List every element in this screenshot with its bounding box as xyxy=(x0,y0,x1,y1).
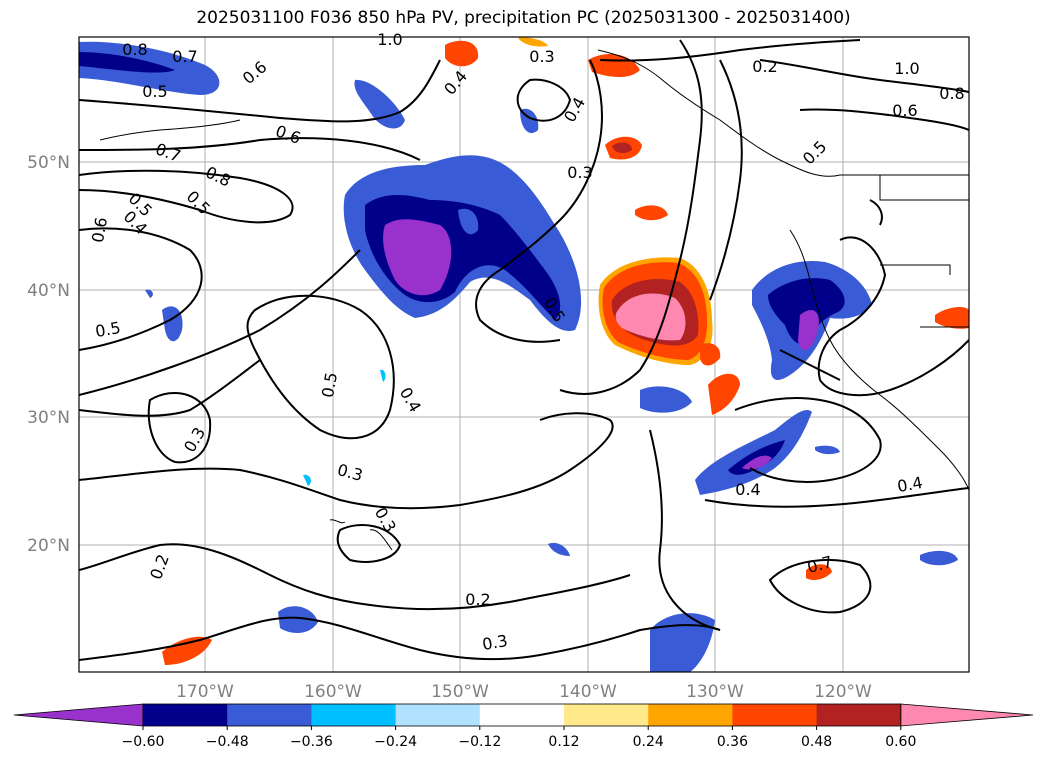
contour-label: 0.8 xyxy=(122,40,147,59)
colorbar-tick-label: 0.48 xyxy=(801,734,832,750)
precip-negative-shading xyxy=(79,41,958,672)
contour-label: 0.5 xyxy=(318,371,341,399)
colorbar-segment xyxy=(143,704,228,726)
contour-label: 0.5 xyxy=(142,82,167,101)
colorbar-segment xyxy=(816,704,902,726)
colorbar-tick-label: 0.12 xyxy=(548,734,579,750)
contour-label: 0.6 xyxy=(88,216,111,244)
contour-label: 0.4 xyxy=(735,480,760,499)
colorbar-tick-label: −0.12 xyxy=(458,734,501,750)
colorbar-segment xyxy=(564,704,649,726)
plot-title: 2025031100 F036 850 hPa PV, precipitatio… xyxy=(196,8,851,28)
lon-label-160w: 160°W xyxy=(304,682,362,702)
colorbar-tick-label: −0.48 xyxy=(206,734,249,750)
contour-label: 0.8 xyxy=(939,84,964,103)
colorbar-segment xyxy=(311,704,397,726)
lon-label-140w: 140°W xyxy=(559,682,617,702)
colorbar-tick-label: 0.36 xyxy=(717,734,748,750)
colorbar-segment xyxy=(479,704,565,726)
lat-label-30n: 30°N xyxy=(27,408,70,428)
contour-label: 0.5 xyxy=(94,318,122,341)
lat-label-20n: 20°N xyxy=(27,536,70,556)
colorbar-segment xyxy=(395,704,481,726)
lon-label-130w: 130°W xyxy=(686,682,744,702)
coastline xyxy=(99,49,969,551)
lon-label-120w: 120°W xyxy=(814,682,872,702)
colorbar: −0.60 −0.48 −0.36 −0.24 −0.12 0.12 0.24 0.36 0.4… xyxy=(13,703,1034,750)
colorbar-tick-label: 0.24 xyxy=(633,734,664,750)
colorbar-segment xyxy=(648,704,733,726)
contour-label: 1.0 xyxy=(894,59,919,78)
contour-label: 0.7 xyxy=(172,47,197,66)
contour-label: 0.3 xyxy=(567,163,592,182)
contour-label: 1.0 xyxy=(377,30,402,49)
colorbar-border xyxy=(142,703,902,727)
contour-label: 0.6 xyxy=(892,101,917,120)
lat-label-50n: 50°N xyxy=(27,153,70,173)
contour-label: 0.2 xyxy=(465,590,490,609)
map-frame xyxy=(78,36,970,673)
colorbar-tick-label: −0.24 xyxy=(374,734,417,750)
lat-label-40n: 40°N xyxy=(27,281,70,301)
colorbar-segment xyxy=(227,704,312,726)
lon-label-170w: 170°W xyxy=(176,682,234,702)
colorbar-tick-label: −0.36 xyxy=(290,734,333,750)
colorbar-segment xyxy=(732,704,818,726)
precip-positive-shading xyxy=(162,37,969,665)
lon-label-150w: 150°W xyxy=(431,682,489,702)
longitude-labels: 170°W 160°W 150°W 140°W 130°W 120°W xyxy=(176,682,872,702)
colorbar-tick-label: −0.60 xyxy=(122,734,165,750)
contour-label: 0.3 xyxy=(529,47,554,66)
colorbar-extend-max xyxy=(900,703,1034,727)
contour-label: 0.4 xyxy=(896,473,924,496)
colorbar-extend-min xyxy=(13,703,144,727)
colorbar-tick-label: 0.60 xyxy=(885,734,916,750)
latitude-labels: 50°N 40°N 30°N 20°N xyxy=(27,153,70,556)
contour-label: 0.3 xyxy=(481,631,509,654)
map-area xyxy=(79,37,969,672)
contour-label: 0.2 xyxy=(752,57,777,76)
pv-contours xyxy=(79,39,969,661)
